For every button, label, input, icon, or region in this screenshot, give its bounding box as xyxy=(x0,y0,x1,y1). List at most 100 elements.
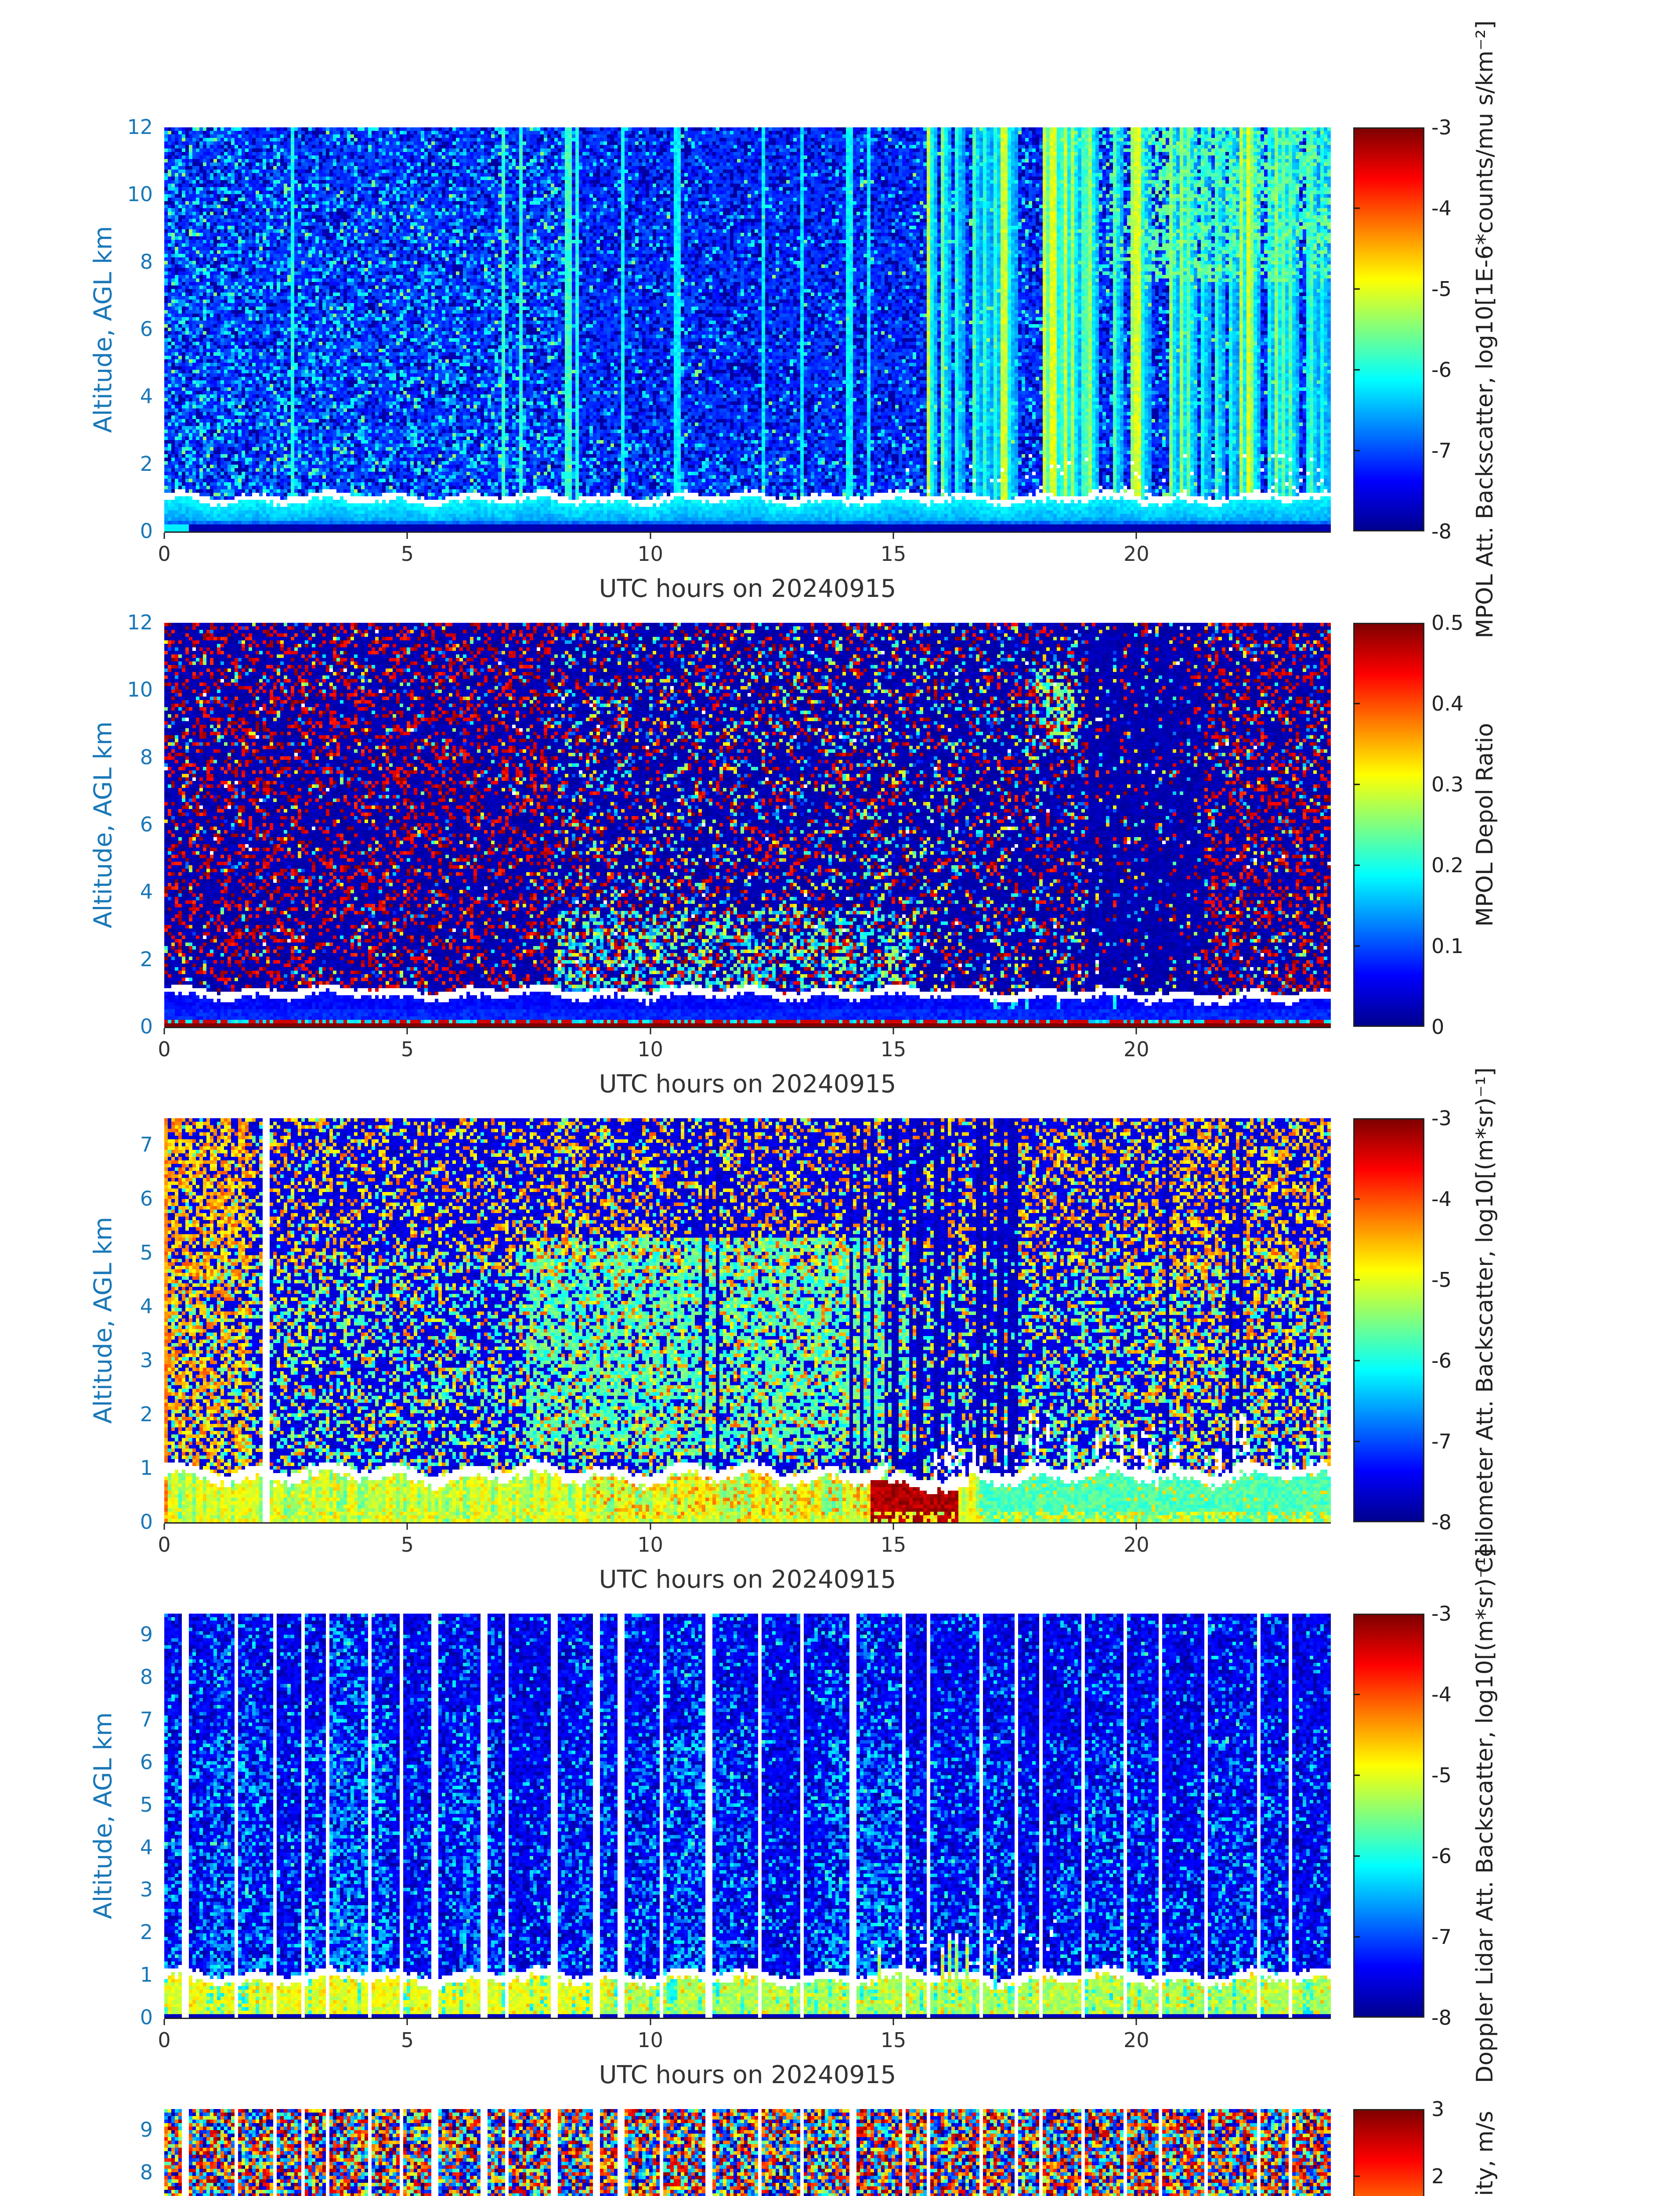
colorbar-tick-label: -5 xyxy=(1431,1763,1452,1787)
x-tick-mark xyxy=(650,2019,651,2025)
y-tick-label: 4 xyxy=(140,1835,153,1859)
y-tick-label: 2 xyxy=(140,947,153,971)
y-tick-label: 5 xyxy=(140,1240,153,1264)
x-axis-spine xyxy=(164,1027,1331,1028)
x-tick-mark xyxy=(650,1524,651,1530)
y-tick-label: 2 xyxy=(140,1920,153,1944)
y-tick-label: 0 xyxy=(140,519,153,543)
y-tick-label: 3 xyxy=(140,1348,153,1372)
colorbar-tick-label: -7 xyxy=(1431,1430,1452,1453)
colorbar-tick-mark xyxy=(1355,1198,1360,1200)
x-tick-label: 0 xyxy=(158,1533,171,1557)
colorbar-tick-label: -3 xyxy=(1431,1602,1452,1625)
x-axis-label: UTC hours on 20240915 xyxy=(599,1565,896,1594)
y-tick-label: 9 xyxy=(140,1622,153,1647)
colorbar-tick-mark xyxy=(1355,369,1360,371)
y-tick-label: 4 xyxy=(140,880,153,904)
x-tick-label: 5 xyxy=(401,1533,414,1557)
x-tick-label: 5 xyxy=(401,2028,414,2052)
x-tick-label: 5 xyxy=(401,542,414,566)
colorbar-tick-label: -8 xyxy=(1431,1510,1452,1534)
x-tick-mark xyxy=(892,1028,894,1034)
colorbar-tick-mark xyxy=(1355,1855,1360,1857)
x-tick-label: 15 xyxy=(880,1533,907,1557)
y-tick-label: 6 xyxy=(140,317,153,341)
colorbar-label: Ceilometer Att. Backscatter, log10[(m*sr… xyxy=(1472,1067,1498,1573)
colorbar-tick-mark xyxy=(1355,784,1360,785)
colorbar-tick-label: -6 xyxy=(1431,1349,1452,1372)
x-tick-label: 0 xyxy=(158,1037,171,1061)
colorbar-label: MPOL Depol Ratio xyxy=(1472,723,1498,927)
colorbar xyxy=(1353,623,1424,1027)
x-tick-label: 20 xyxy=(1124,1037,1149,1061)
colorbar-tick-label: 0.2 xyxy=(1431,853,1464,877)
colorbar-tick-mark xyxy=(1355,1936,1360,1938)
colorbar-label: Doppler Lidar Vertical Velocity, m/s xyxy=(1472,2111,1498,2196)
heatmap-mpol-depol-ratio xyxy=(164,623,1331,1027)
y-tick-label: 6 xyxy=(140,1750,153,1774)
y-tick-label: 10 xyxy=(127,182,153,206)
y-tick-label: 7 xyxy=(140,1133,153,1157)
x-tick-mark xyxy=(163,2019,165,2025)
colorbar-tick-mark xyxy=(1355,2175,1360,2177)
colorbar-tick-label: 0.5 xyxy=(1431,611,1464,635)
y-tick-label: 12 xyxy=(127,610,153,635)
x-axis-label: UTC hours on 20240915 xyxy=(599,1070,896,1098)
y-tick-label: 0 xyxy=(140,1510,153,1534)
y-tick-label: 6 xyxy=(140,813,153,837)
y-tick-label: 2 xyxy=(140,1402,153,1426)
x-axis-spine xyxy=(164,531,1331,533)
heatmap-mpol-att-backscatter xyxy=(164,127,1331,531)
colorbar-tick-mark xyxy=(1355,207,1360,209)
colorbar xyxy=(1353,1614,1424,2018)
y-tick-label: 3 xyxy=(140,1878,153,1902)
x-axis-label: UTC hours on 20240915 xyxy=(599,2061,896,2089)
y-tick-label: 5 xyxy=(140,1792,153,1817)
colorbar-tick-label: 0.1 xyxy=(1431,934,1464,958)
colorbar-tick-label: -8 xyxy=(1431,2006,1452,2030)
colorbar-tick-label: 0 xyxy=(1431,1015,1445,1039)
x-tick-mark xyxy=(406,2019,408,2025)
colorbar-tick-label: -8 xyxy=(1431,520,1452,543)
x-tick-mark xyxy=(406,1524,408,1530)
y-tick-label: 12 xyxy=(127,115,153,139)
heatmap-doppler-lidar-vertical-velocity xyxy=(164,2109,1331,2196)
x-tick-label: 5 xyxy=(401,1037,414,1061)
x-tick-label: 20 xyxy=(1124,1533,1149,1557)
colorbar-tick-label: 0.3 xyxy=(1431,773,1464,796)
x-tick-label: 0 xyxy=(158,542,171,566)
x-tick-mark xyxy=(892,533,894,539)
y-tick-label: 7 xyxy=(140,1708,153,1732)
heatmap-doppler-lidar-att-backscatter xyxy=(164,1614,1331,2018)
colorbar-tick-mark xyxy=(1355,450,1360,451)
x-tick-label: 10 xyxy=(637,542,663,566)
x-tick-mark xyxy=(650,1028,651,1034)
colorbar-tick-mark xyxy=(1355,1441,1360,1442)
x-tick-label: 15 xyxy=(880,1037,907,1061)
colorbar-tick-mark xyxy=(1355,703,1360,704)
x-tick-mark xyxy=(163,1028,165,1034)
colorbar-tick-label: 0.4 xyxy=(1431,692,1464,715)
x-tick-label: 20 xyxy=(1124,542,1149,566)
colorbar-tick-mark xyxy=(1355,945,1360,947)
y-tick-label: 1 xyxy=(140,1456,153,1480)
colorbar-tick-label: -4 xyxy=(1431,1683,1452,1706)
y-tick-label: 8 xyxy=(140,745,153,769)
colorbar-label: MPOL Att. Backscatter, log10[1E-6*counts… xyxy=(1472,20,1498,639)
x-tick-mark xyxy=(650,533,651,539)
colorbar xyxy=(1353,1118,1424,1522)
x-axis-spine xyxy=(164,1522,1331,1524)
y-tick-label: 9 xyxy=(140,2118,153,2142)
colorbar-tick-label: -7 xyxy=(1431,1925,1452,1949)
colorbar-tick-label: -6 xyxy=(1431,1844,1452,1868)
colorbar-tick-mark xyxy=(1355,1774,1360,1776)
colorbar-tick-mark xyxy=(1355,1360,1360,1362)
x-tick-mark xyxy=(163,533,165,539)
colorbar-tick-label: -3 xyxy=(1431,116,1452,139)
y-tick-label: 0 xyxy=(140,2005,153,2030)
colorbar-label: Doppler Lidar Att. Backscatter, log10[(m… xyxy=(1472,1548,1498,2083)
colorbar-tick-label: -4 xyxy=(1431,1187,1452,1211)
x-tick-mark xyxy=(1135,1028,1137,1034)
colorbar-tick-label: -4 xyxy=(1431,196,1452,220)
